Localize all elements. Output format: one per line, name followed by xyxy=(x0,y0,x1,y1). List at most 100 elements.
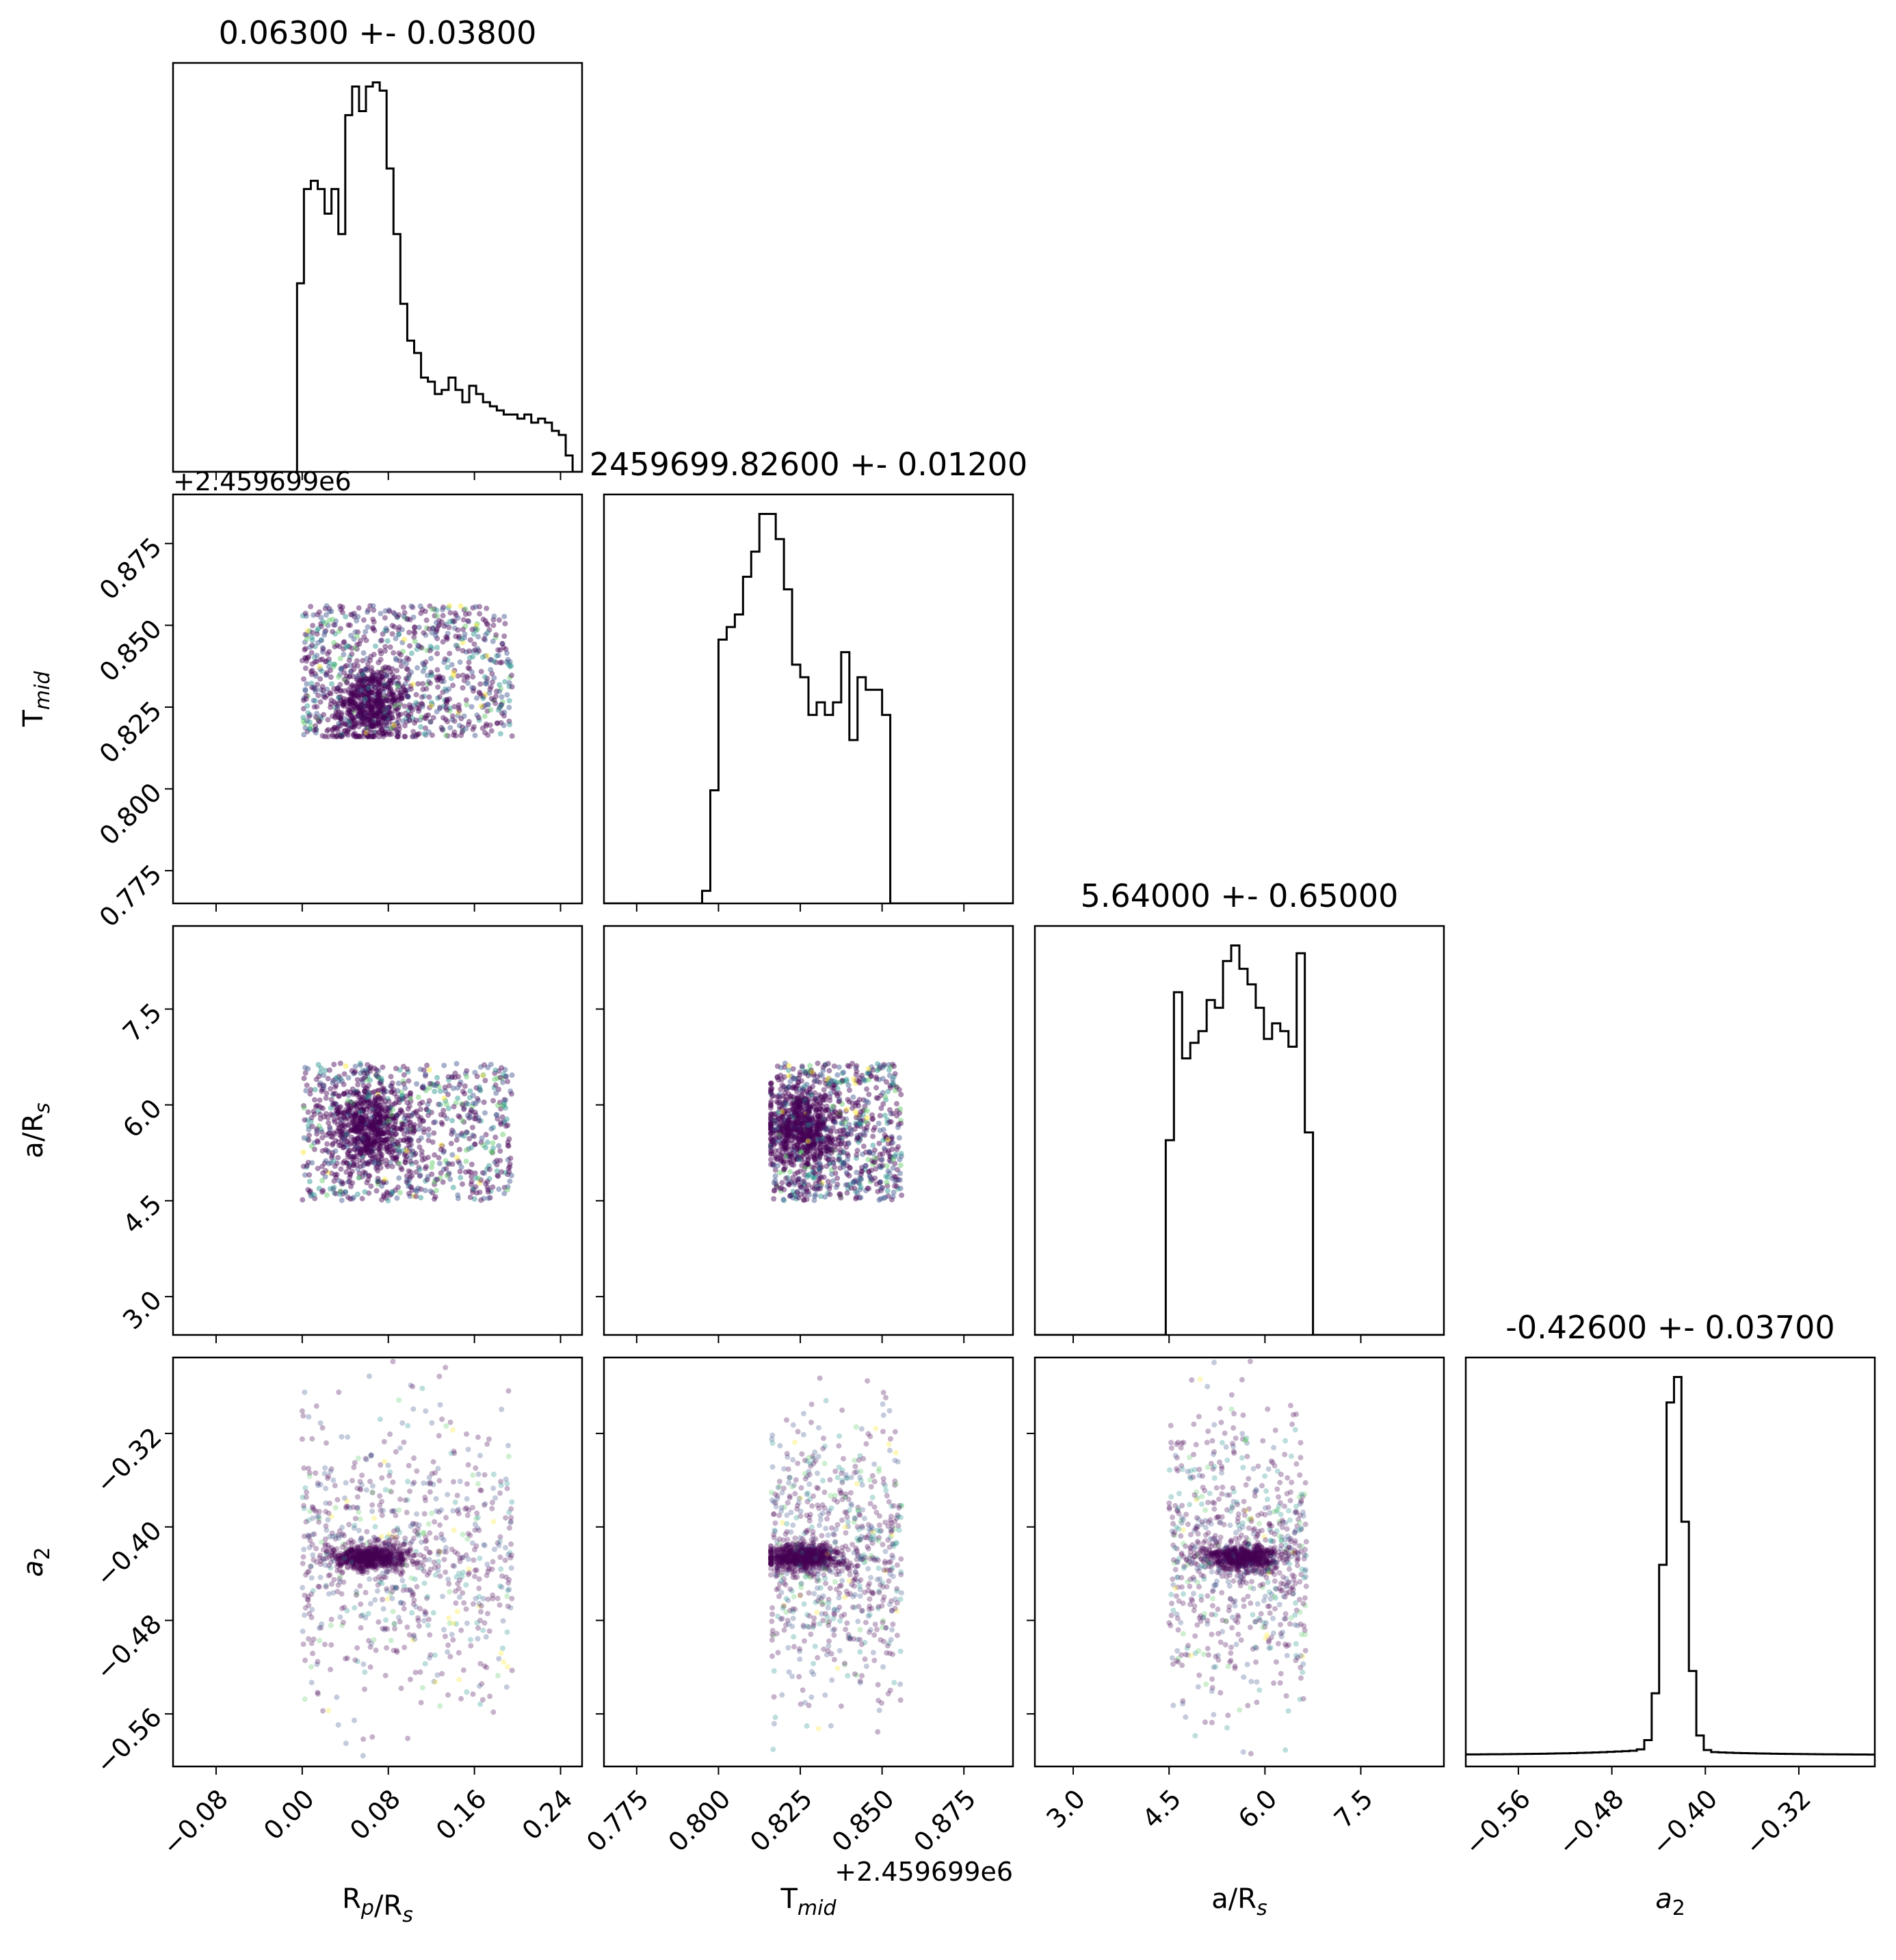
sample-point xyxy=(798,1098,804,1104)
sample-point xyxy=(801,1197,807,1203)
sample-point xyxy=(878,1157,884,1163)
sample-point xyxy=(406,717,412,724)
sample-point xyxy=(790,1133,796,1139)
sample-point xyxy=(372,1547,378,1553)
sample-point xyxy=(317,1070,324,1076)
sample-point xyxy=(395,706,401,712)
sample-point xyxy=(898,1153,904,1159)
sample-point xyxy=(804,1117,811,1123)
sample-point xyxy=(368,1555,374,1561)
sample-point xyxy=(395,1147,401,1153)
sample-point xyxy=(314,1102,320,1109)
sample-point xyxy=(818,1182,824,1189)
sample-point xyxy=(367,1135,373,1141)
sample-point xyxy=(324,602,330,609)
sample-point xyxy=(326,605,332,611)
sample-point xyxy=(877,1180,883,1186)
sample-point xyxy=(320,687,326,693)
sample-point xyxy=(365,1142,371,1148)
sample-point xyxy=(387,1192,393,1198)
sample-point xyxy=(373,1165,379,1171)
sample-point xyxy=(767,1135,774,1141)
sample-point xyxy=(345,1098,351,1104)
sample-point xyxy=(431,606,437,612)
sample-point xyxy=(445,719,451,725)
sample-point xyxy=(465,721,471,728)
sample-point xyxy=(384,1136,391,1142)
sample-point xyxy=(360,1117,367,1123)
sample-point xyxy=(376,1130,382,1136)
sample-point xyxy=(782,1153,789,1159)
sample-point xyxy=(367,1479,373,1485)
sample-point xyxy=(371,1114,378,1120)
sample-point xyxy=(825,1107,831,1113)
sample-point xyxy=(428,700,434,706)
sample-point xyxy=(339,1109,345,1115)
sample-point xyxy=(404,693,410,700)
sample-point xyxy=(399,695,405,701)
sample-point xyxy=(797,1168,803,1174)
sample-point xyxy=(414,1565,421,1571)
sample-point xyxy=(360,672,366,678)
sample-point xyxy=(389,1189,395,1195)
sample-point xyxy=(468,1182,474,1188)
sample-point xyxy=(343,673,350,679)
sample-point xyxy=(469,1108,475,1114)
sample-point xyxy=(800,1126,806,1133)
sample-point xyxy=(503,1097,509,1103)
sample-point xyxy=(466,659,472,665)
sample-point xyxy=(401,1096,407,1102)
sample-point xyxy=(383,1157,389,1163)
sample-point xyxy=(391,1156,397,1162)
sample-point xyxy=(857,1112,863,1118)
sample-point xyxy=(399,626,405,633)
sample-point xyxy=(814,1127,820,1133)
sample-point xyxy=(471,1186,477,1192)
sample-point xyxy=(888,1137,894,1143)
sample-point xyxy=(384,1561,390,1567)
sample-point xyxy=(348,697,354,703)
sample-point xyxy=(811,1078,817,1085)
sample-point xyxy=(491,1085,497,1091)
sample-point xyxy=(407,1193,413,1200)
sample-point xyxy=(364,725,370,731)
sample-point xyxy=(811,1142,817,1148)
sample-point xyxy=(395,1143,401,1149)
sample-point xyxy=(828,1090,834,1096)
sample-point xyxy=(440,703,447,709)
sample-point xyxy=(376,1107,382,1113)
sample-point xyxy=(440,689,446,696)
sample-point xyxy=(806,1117,812,1123)
sample-point xyxy=(785,1126,791,1133)
sample-point xyxy=(404,693,410,699)
sample-point xyxy=(350,699,356,705)
sample-point xyxy=(360,1158,366,1164)
sample-point xyxy=(393,680,399,686)
sample-point xyxy=(447,610,453,616)
sample-point xyxy=(375,1156,381,1163)
sample-point xyxy=(508,1552,514,1559)
sample-point xyxy=(816,1145,822,1152)
sample-point xyxy=(349,706,355,712)
sample-point xyxy=(391,1565,397,1571)
sample-point xyxy=(304,681,310,687)
sample-point xyxy=(346,674,352,680)
sample-point xyxy=(374,1122,380,1128)
sample-point xyxy=(314,1128,320,1134)
sample-point xyxy=(436,1373,443,1379)
sample-point xyxy=(376,680,382,687)
sample-point xyxy=(799,1184,805,1190)
sample-point xyxy=(386,1556,393,1562)
sample-point xyxy=(349,724,355,730)
sample-point xyxy=(305,1109,311,1115)
sample-point xyxy=(351,692,357,698)
sample-point xyxy=(341,1158,347,1165)
sample-point xyxy=(376,1146,382,1152)
sample-point xyxy=(372,1098,378,1104)
sample-point xyxy=(835,1156,841,1163)
sample-point xyxy=(388,680,394,686)
sample-point xyxy=(328,1170,334,1176)
sample-point xyxy=(376,1550,382,1557)
sample-point xyxy=(824,1147,830,1153)
sample-point xyxy=(811,1141,817,1148)
